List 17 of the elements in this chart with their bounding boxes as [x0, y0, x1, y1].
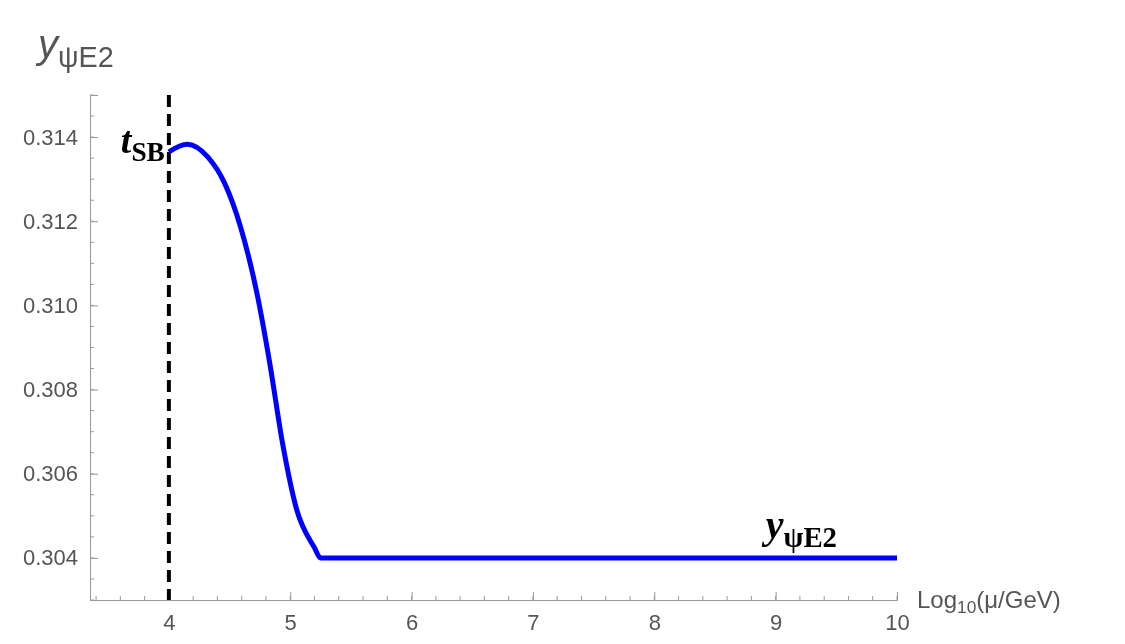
ref-line-label: t$_{SB}$: [120, 119, 165, 168]
x-tick-label: 6: [405, 609, 419, 635]
x-axis-title: Log$_{10}$(μ/GeV): [917, 586, 1061, 618]
x-tick-label: 10: [885, 609, 910, 635]
y-tick-label: 0.304: [22, 545, 78, 571]
annotation: y$_{ψE2}$: [761, 501, 837, 553]
x-tick-label: 4: [163, 609, 176, 635]
y-tick-label: 0.310: [22, 292, 78, 318]
y-tick-label: 0.306: [22, 461, 78, 487]
x-tick-label: 7: [527, 609, 540, 635]
y-tick-label: 0.314: [22, 124, 78, 150]
x-tick-label: 5: [284, 609, 297, 635]
x-tick-label: 9: [770, 609, 783, 635]
x-tick-label: 8: [648, 609, 661, 635]
y-axis-title: y$_{ψE2}$: [35, 22, 114, 73]
y-tick-label: 0.308: [22, 377, 78, 403]
y-tick-label: 0.312: [22, 208, 78, 234]
